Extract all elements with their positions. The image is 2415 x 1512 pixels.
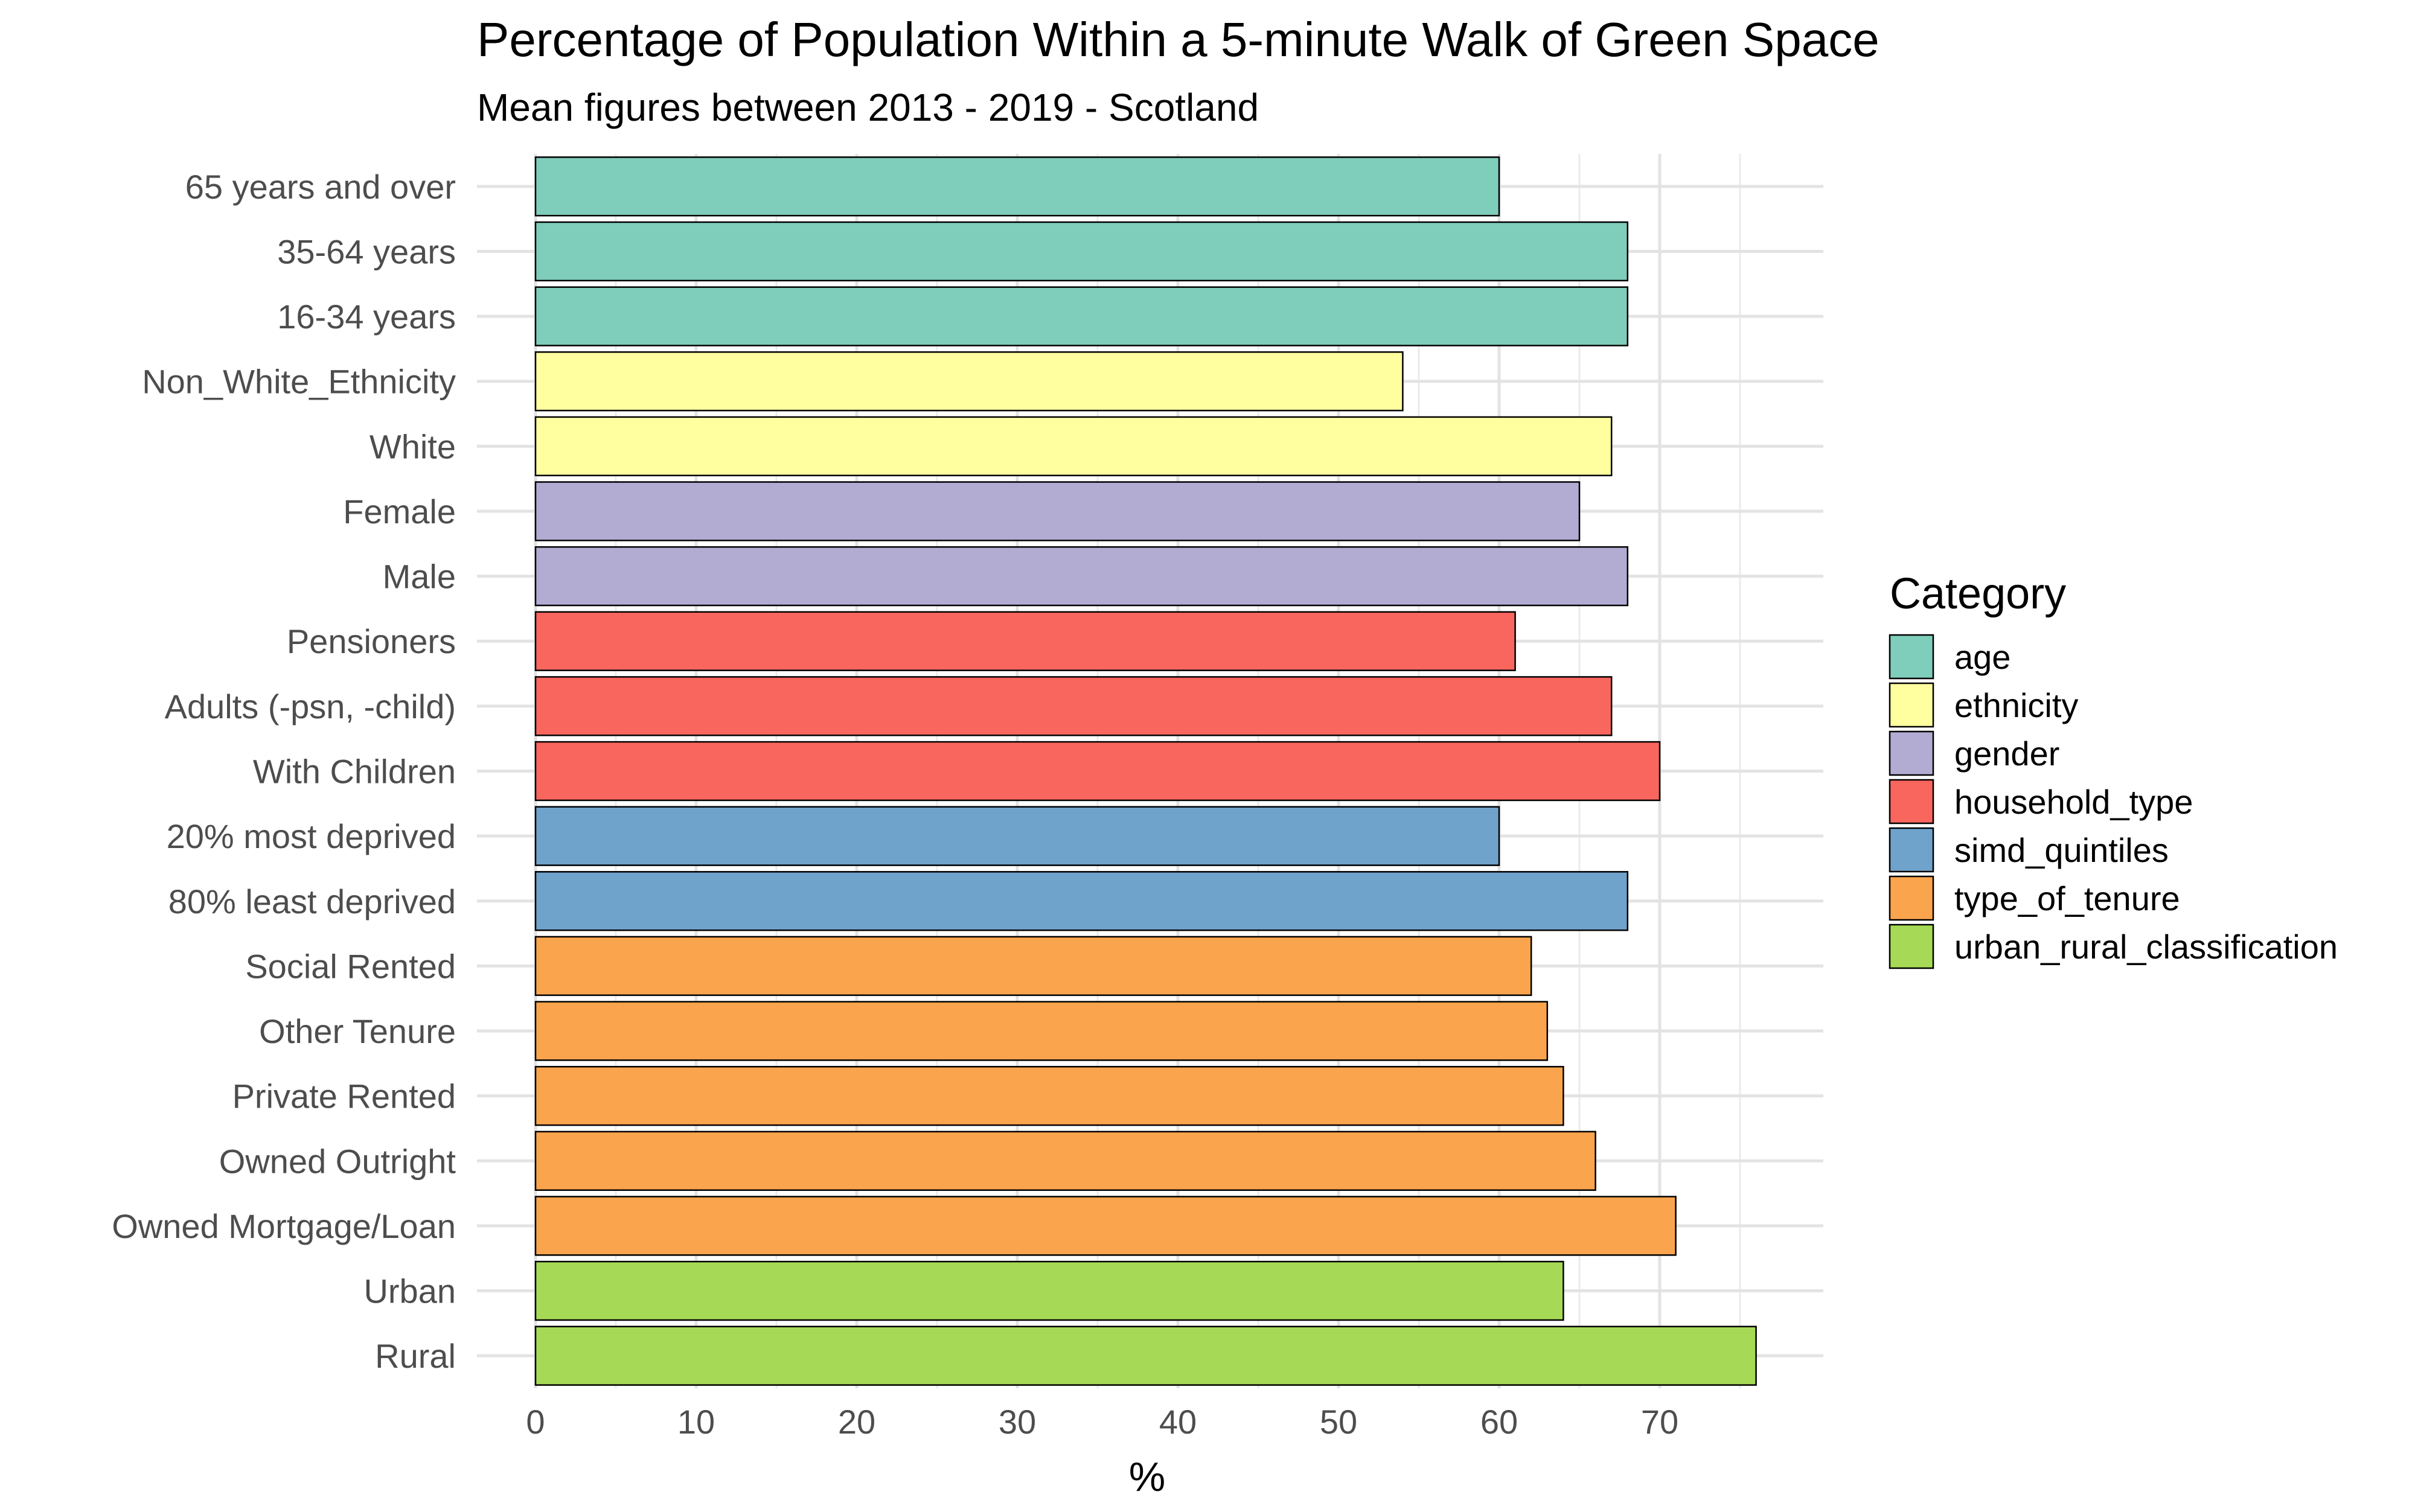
bar: [534, 741, 1661, 802]
category-labels: 65 years and over 35-64 years 16-34 years N…: [112, 168, 456, 1375]
bar: [534, 351, 1404, 412]
x-axis-title: %: [1129, 1454, 1165, 1500]
category-label: Non_White_Ethnicity: [142, 363, 456, 401]
bar: [534, 611, 1516, 671]
x-tick-label: 0: [526, 1403, 545, 1441]
category-label: 35-64 years: [277, 232, 456, 270]
x-tick-label: 40: [1159, 1403, 1197, 1441]
legend-swatch: [1889, 923, 1934, 969]
bar: [534, 1260, 1564, 1321]
category-label: Adults (-psn, -child): [165, 687, 456, 726]
bar: [534, 1131, 1596, 1191]
bar: [534, 286, 1629, 346]
category-label: Owned Outright: [219, 1142, 456, 1180]
x-axis-ticks: 0 10 20 30 40 50 60 70: [526, 1403, 1678, 1441]
legend-title: Category: [1890, 570, 2066, 618]
category-label: Female: [343, 493, 456, 531]
legend-label: gender: [1954, 735, 2059, 773]
bars: [534, 156, 1757, 1386]
bar: [534, 481, 1581, 541]
bar: [534, 806, 1500, 866]
bar: [534, 156, 1500, 217]
bar: [534, 676, 1613, 736]
x-tick-label: 30: [999, 1403, 1036, 1441]
category-label: 20% most deprived: [167, 817, 456, 855]
legend-swatch: [1889, 779, 1934, 825]
bar: [534, 1065, 1564, 1126]
category-label: 16-34 years: [277, 298, 456, 336]
bar: [534, 221, 1629, 282]
bar: [534, 416, 1613, 477]
category-label: Rural: [375, 1337, 456, 1375]
bar: [534, 1196, 1677, 1256]
category-label: 80% least deprived: [168, 882, 456, 920]
x-tick-label: 10: [677, 1403, 715, 1441]
legend: Category age ethnicity gender household_typ…: [1889, 570, 2338, 969]
legend-swatch: [1889, 730, 1934, 776]
category-label: Owned Mortgage/Loan: [112, 1207, 456, 1245]
legend-label: type_of_tenure: [1954, 879, 2180, 917]
category-label: Male: [383, 558, 456, 596]
category-label: Urban: [363, 1272, 456, 1310]
legend-label: ethnicity: [1954, 686, 2078, 724]
category-label: With Children: [253, 753, 456, 791]
legend-label: age: [1954, 638, 2010, 676]
legend-label: household_type: [1954, 783, 2193, 821]
x-tick-label: 70: [1641, 1403, 1678, 1441]
legend-swatch: [1889, 682, 1934, 728]
category-label: Social Rented: [245, 947, 456, 985]
bar: [534, 1001, 1549, 1061]
bar: [534, 1325, 1757, 1386]
legend-label: urban_rural_classification: [1954, 928, 2338, 966]
bar: [534, 871, 1629, 931]
bar: [534, 546, 1629, 607]
category-label: Other Tenure: [259, 1012, 456, 1050]
category-label: 65 years and over: [185, 168, 456, 206]
category-label: Private Rented: [232, 1077, 456, 1115]
category-label: Pensioners: [287, 622, 456, 660]
legend-swatch: [1889, 634, 1934, 680]
x-tick-label: 60: [1480, 1403, 1518, 1441]
x-tick-label: 20: [838, 1403, 875, 1441]
category-label: White: [369, 427, 456, 465]
chart-title: Percentage of Population Within a 5-minu…: [477, 13, 1879, 66]
legend-swatch: [1889, 875, 1934, 921]
bar: [534, 936, 1532, 997]
chart-subtitle: Mean figures between 2013 - 2019 - Scotl…: [477, 86, 1259, 129]
x-tick-label: 50: [1320, 1403, 1357, 1441]
legend-label: simd_quintiles: [1954, 831, 2169, 869]
legend-swatch: [1889, 827, 1934, 873]
